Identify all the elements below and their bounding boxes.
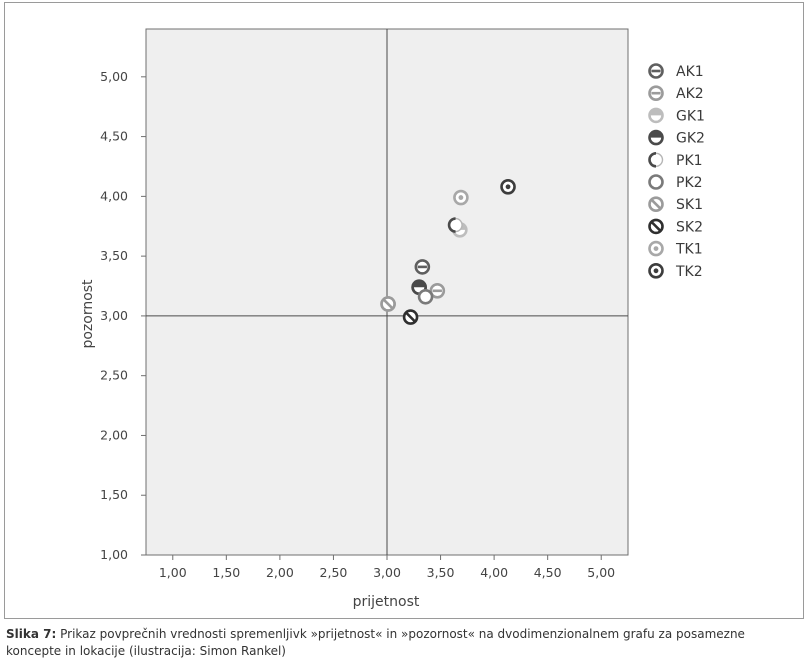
point-sk1 bbox=[380, 296, 396, 312]
x-tick-label: 3,50 bbox=[427, 565, 455, 580]
legend-label-sk1: SK1 bbox=[676, 197, 703, 213]
legend-label-tk1: TK1 bbox=[675, 242, 703, 258]
y-tick-label: 3,50 bbox=[100, 248, 128, 263]
legend-marker-tk1 bbox=[648, 240, 664, 257]
legend-label-gk2: GK2 bbox=[676, 131, 705, 147]
point-pk1 bbox=[447, 217, 463, 233]
x-tick-label: 4,50 bbox=[534, 565, 562, 580]
legend-marker-gk2 bbox=[648, 129, 664, 146]
y-tick-label: 1,00 bbox=[100, 547, 128, 562]
y-tick-label: 4,00 bbox=[100, 188, 128, 203]
x-tick-label: 2,50 bbox=[320, 565, 348, 580]
legend-marker-pk2 bbox=[648, 174, 664, 190]
legend-marker-ak2 bbox=[648, 85, 664, 101]
legend-marker-tk2 bbox=[648, 262, 664, 279]
legend-label-ak1: AK1 bbox=[676, 64, 704, 80]
legend-label-gk1: GK1 bbox=[676, 108, 705, 124]
y-tick-label: 4,50 bbox=[100, 129, 128, 144]
y-axis-title: pozornost bbox=[80, 279, 96, 349]
legend-marker-ak1 bbox=[648, 63, 664, 79]
point-ak2 bbox=[429, 283, 446, 299]
figure-caption: Slika 7: Prikaz povprečnih vrednosti spr… bbox=[6, 626, 802, 660]
caption-label: Slika 7: bbox=[6, 627, 57, 641]
legend-marker-pk1 bbox=[648, 152, 664, 168]
point-tk2 bbox=[500, 179, 516, 195]
x-tick-label: 4,00 bbox=[480, 565, 508, 580]
y-tick-label: 5,00 bbox=[100, 69, 128, 84]
legend-label-pk1: PK1 bbox=[676, 153, 703, 169]
x-tick-label: 3,00 bbox=[373, 565, 401, 580]
legend-label-pk2: PK2 bbox=[676, 175, 703, 191]
x-tick-label: 1,00 bbox=[159, 565, 187, 580]
point-sk2 bbox=[402, 309, 419, 325]
y-tick-label: 2,00 bbox=[100, 427, 128, 442]
y-tick-label: 2,50 bbox=[100, 368, 128, 383]
point-pk2 bbox=[417, 288, 434, 305]
y-tick-label: 3,00 bbox=[100, 308, 128, 323]
legend-label-ak2: AK2 bbox=[676, 86, 704, 102]
point-tk1 bbox=[453, 189, 469, 206]
x-tick-label: 2,00 bbox=[266, 565, 294, 580]
legend-marker-sk1 bbox=[648, 196, 664, 212]
caption-text: Prikaz povprečnih vrednosti spremenljivk… bbox=[6, 627, 745, 658]
x-tick-label: 1,50 bbox=[212, 565, 240, 580]
y-tick-label: 1,50 bbox=[100, 487, 128, 502]
legend-marker-gk1 bbox=[648, 107, 664, 124]
point-ak1 bbox=[414, 259, 431, 275]
x-axis-title: prijetnost bbox=[353, 594, 420, 610]
legend-marker-sk2 bbox=[648, 218, 664, 235]
legend-label-tk2: TK2 bbox=[675, 264, 703, 280]
legend-label-sk2: SK2 bbox=[676, 219, 703, 235]
x-tick-label: 5,00 bbox=[587, 565, 615, 580]
